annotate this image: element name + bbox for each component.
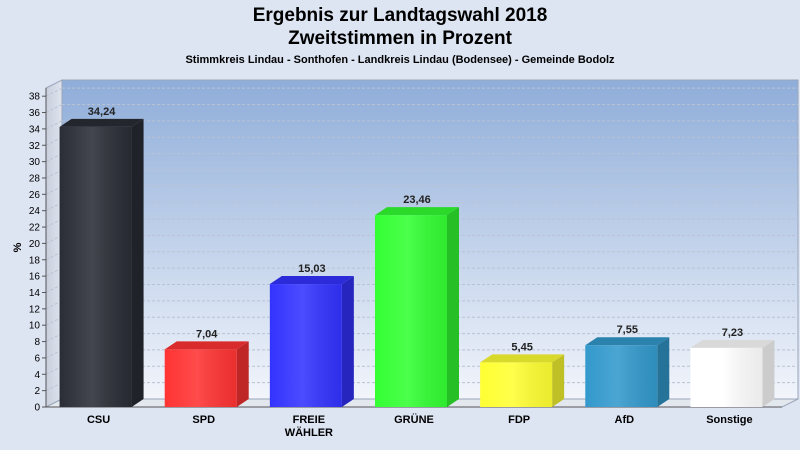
bar-shine	[480, 362, 553, 407]
y-tick-label: 10	[29, 321, 41, 332]
x-tick-label: FDP	[508, 414, 530, 426]
bar-top	[585, 337, 670, 346]
y-tick-label: 0	[34, 403, 40, 414]
gridline-side	[45, 218, 63, 228]
x-tick-label: SPD	[192, 414, 215, 426]
x-tick-label: Sonstige	[706, 414, 752, 426]
y-tick-label: 34	[29, 124, 41, 135]
y-tick-label: 26	[29, 190, 41, 201]
y-tick-label: 28	[29, 173, 41, 184]
chart-title: Ergebnis zur Landtagswahl 2018	[252, 5, 548, 26]
bar-top	[269, 276, 354, 285]
data-label: 7,55	[617, 324, 638, 336]
bar-shine	[375, 215, 447, 407]
chart-caption: Stimmkreis Lindau - Sonthofen - Landkrei…	[185, 54, 615, 66]
y-tick-label: 16	[29, 272, 41, 283]
x-tick-label: GRÜNE	[394, 413, 434, 426]
bar-spd	[164, 341, 249, 407]
bar-side	[131, 118, 144, 407]
y-tick-label: 38	[29, 92, 41, 103]
bar-top	[690, 339, 775, 348]
bar-top	[59, 118, 144, 127]
data-label: 15,03	[298, 263, 326, 275]
y-tick-label: 6	[34, 353, 40, 364]
y-tick-label: 4	[34, 370, 40, 381]
gridline-side	[45, 365, 63, 375]
y-tick-label: 18	[29, 255, 41, 266]
bar-side	[341, 276, 354, 407]
title-block: Ergebnis zur Landtagswahl 2018 Zweitstim…	[0, 0, 800, 66]
gridline-side	[45, 104, 63, 113]
bar-shine	[269, 284, 342, 407]
gridline-side	[45, 169, 63, 179]
gridline-side	[45, 316, 63, 326]
bar-side	[236, 341, 249, 407]
y-tick-label: 2	[34, 386, 40, 397]
data-label: 7,04	[196, 328, 218, 340]
bar-grüne	[375, 207, 459, 407]
data-label: 7,23	[722, 327, 743, 339]
bar-side	[447, 207, 459, 407]
gridline-side	[45, 382, 63, 392]
y-tick-label: 32	[29, 141, 41, 152]
y-tick-label: 36	[29, 108, 41, 119]
gridline-side	[45, 87, 63, 97]
gridline-side	[45, 185, 63, 195]
gridline-side	[45, 267, 63, 277]
bar-sonstige	[690, 339, 775, 407]
bar-side	[552, 354, 565, 407]
bar-shine	[164, 349, 237, 407]
y-tick-label: 30	[29, 157, 41, 168]
gridline-side	[45, 120, 63, 130]
bar-shine	[690, 347, 763, 407]
gridline-side	[45, 333, 63, 343]
gridline-side	[45, 153, 63, 163]
y-tick-label: 8	[34, 337, 40, 348]
gridline-side	[45, 349, 63, 359]
bar-top	[480, 354, 565, 363]
bar-side	[762, 339, 775, 407]
gridline-side	[45, 300, 63, 310]
y-tick-label: 24	[29, 206, 41, 217]
gridline-side	[45, 284, 63, 293]
gridline-side	[45, 136, 63, 146]
x-tick-label: AfD	[615, 414, 635, 426]
x-tick-label: CSU	[87, 414, 110, 426]
bar-csu	[59, 118, 144, 407]
chart-subtitle: Zweitstimmen in Prozent	[288, 28, 512, 49]
y-axis-label: %	[12, 242, 24, 252]
y-tick-label: 12	[29, 304, 41, 315]
x-tick-label: FREIE	[293, 414, 325, 426]
data-label: 34,24	[88, 106, 116, 118]
gridline-side	[45, 234, 63, 244]
bar-top	[375, 207, 459, 216]
data-label: 5,45	[511, 341, 532, 353]
bar-freie-wähler	[269, 276, 354, 407]
y-tick-label: 22	[29, 223, 41, 234]
bar-top	[164, 341, 249, 350]
bar-shine	[59, 126, 132, 407]
x-tick-label: WÄHLER	[285, 426, 333, 439]
bar-side	[657, 337, 670, 407]
bar-shine	[585, 345, 658, 407]
gridline-side	[45, 251, 63, 261]
data-label: 23,46	[403, 194, 431, 206]
bar-afd	[585, 337, 670, 407]
y-tick-label: 20	[29, 239, 41, 250]
bar-fdp	[480, 354, 565, 407]
gridline-side	[45, 202, 63, 212]
y-tick-label: 14	[29, 288, 41, 299]
